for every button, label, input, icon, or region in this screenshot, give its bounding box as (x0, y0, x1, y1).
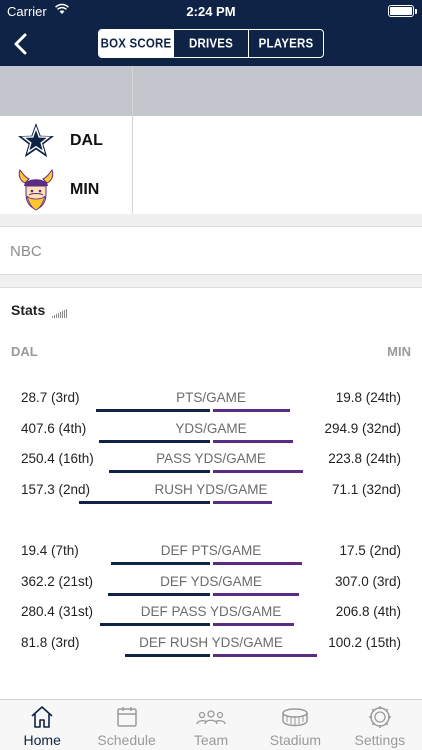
segment-box-score[interactable]: BOX SCORE (99, 30, 173, 57)
home-team-abbr: MIN (70, 180, 100, 198)
cowboys-star-logo (16, 121, 56, 161)
stat-label: YDS/GAME (175, 421, 247, 436)
tab-team[interactable]: Team (169, 700, 253, 750)
stat-label: DEF PASS YDS/GAME (140, 604, 282, 619)
stat-bar-left (108, 593, 210, 596)
battery-icon (388, 5, 417, 17)
stats-section: Stats DAL MIN 28.7 (3rd) PTS/GAME 19.8 (… (0, 287, 422, 699)
stat-bar-left (99, 440, 210, 443)
stat-bar-left (125, 654, 210, 657)
stat-left-value: 362.2 (21st) (21, 574, 94, 589)
stat-bar-right (213, 654, 317, 657)
stat-right-value: 223.8 (24th) (328, 451, 401, 466)
stat-label: DEF PTS/GAME (160, 543, 262, 558)
tab-label: Home (23, 732, 61, 748)
stat-right-value: 206.8 (4th) (335, 604, 401, 619)
stat-label: PTS/GAME (176, 390, 246, 405)
wifi-icon (55, 3, 69, 18)
stat-right-value: 17.5 (2nd) (339, 543, 401, 558)
stat-label: RUSH YDS/GAME (154, 482, 268, 497)
team-row-home: MIN (0, 165, 99, 214)
stat-right-value: 71.1 (32nd) (331, 482, 401, 497)
stat-row: 407.6 (4th) YDS/GAME 294.9 (32nd) (0, 416, 422, 446)
back-button[interactable] (10, 30, 32, 58)
broadcast-network-row: NBC (0, 226, 422, 275)
stat-left-value: 19.4 (7th) (21, 543, 79, 558)
clock: 2:24 PM (186, 4, 236, 19)
stat-bar-left (96, 409, 210, 412)
stat-row: 250.4 (16th) PASS YDS/GAME 223.8 (24th) (0, 446, 422, 476)
score-table-divider (132, 66, 133, 214)
stat-left-value: 407.6 (4th) (21, 421, 87, 436)
score-table: DAL MIN (0, 66, 422, 214)
signal-bars-icon (52, 305, 68, 323)
stat-left-value: 81.8 (3rd) (21, 635, 80, 650)
calendar-icon (115, 704, 139, 730)
stat-row: 157.3 (2nd) RUSH YDS/GAME 71.1 (32nd) (0, 477, 422, 507)
score-table-header (0, 66, 422, 116)
stat-row: 280.4 (31st) DEF PASS YDS/GAME 206.8 (4t… (0, 599, 422, 629)
network-label: NBC (10, 243, 42, 260)
stat-row: 362.2 (21st) DEF YDS/GAME 307.0 (3rd) (0, 569, 422, 599)
tab-label: Team (193, 732, 229, 748)
tab-label: Stadium (269, 732, 322, 748)
stadium-icon (281, 704, 309, 730)
tab-home[interactable]: Home (0, 700, 84, 750)
stats-right-header: MIN (387, 344, 411, 359)
stat-bar-right (213, 470, 303, 473)
stat-bar-right (213, 623, 294, 626)
stats-title: Stats (11, 302, 46, 318)
stat-left-value: 280.4 (31st) (21, 604, 94, 619)
segment-drives[interactable]: DRIVES (173, 30, 248, 57)
chevron-left-icon (14, 33, 27, 55)
vikings-head-logo (16, 168, 56, 210)
stat-right-value: 307.0 (3rd) (334, 574, 401, 589)
tab-settings[interactable]: Settings (338, 700, 422, 750)
stat-right-value: 19.8 (24th) (335, 390, 401, 405)
tab-label: Schedule (97, 732, 156, 748)
nav-bar: BOX SCORE DRIVES PLAYERS (0, 22, 422, 66)
stat-right-value: 294.9 (32nd) (324, 421, 401, 436)
tab-stadium[interactable]: Stadium (253, 700, 337, 750)
stat-bar-left (79, 501, 210, 504)
stat-bar-left (109, 470, 210, 473)
stat-bar-right (213, 562, 302, 565)
view-segmented-control: BOX SCORE DRIVES PLAYERS (98, 29, 324, 58)
stat-bar-left (100, 623, 210, 626)
stats-left-header: DAL (11, 344, 38, 359)
tab-label: Settings (354, 732, 406, 748)
stat-row: 19.4 (7th) DEF PTS/GAME 17.5 (2nd) (0, 538, 422, 568)
tab-schedule[interactable]: Schedule (84, 700, 168, 750)
stat-left-value: 28.7 (3rd) (21, 390, 80, 405)
stat-left-value: 250.4 (16th) (21, 451, 94, 466)
home-icon (29, 704, 55, 730)
stat-bar-right (213, 593, 299, 596)
team-row-away: DAL (0, 116, 103, 165)
stat-right-value: 100.2 (15th) (328, 635, 401, 650)
stat-left-value: 157.3 (2nd) (21, 482, 91, 497)
stat-bar-right (213, 440, 293, 443)
carrier-label: Carrier (7, 4, 47, 19)
stat-bar-right (213, 409, 290, 412)
stat-row: 81.8 (3rd) DEF RUSH YDS/GAME 100.2 (15th… (0, 630, 422, 660)
stat-label: PASS YDS/GAME (156, 451, 266, 466)
gear-icon (368, 704, 392, 730)
stat-bar-right (213, 501, 272, 504)
tab-bar: Home Schedule Team Stadium Settings (0, 699, 422, 750)
stat-row: 28.7 (3rd) PTS/GAME 19.8 (24th) (0, 385, 422, 415)
team-icon (196, 704, 226, 730)
stat-bar-left (111, 562, 210, 565)
segment-players[interactable]: PLAYERS (248, 30, 323, 57)
stat-label: DEF YDS/GAME (160, 574, 262, 589)
away-team-abbr: DAL (70, 131, 103, 149)
status-bar: Carrier 2:24 PM (0, 0, 422, 22)
stat-label: DEF RUSH YDS/GAME (139, 635, 283, 650)
